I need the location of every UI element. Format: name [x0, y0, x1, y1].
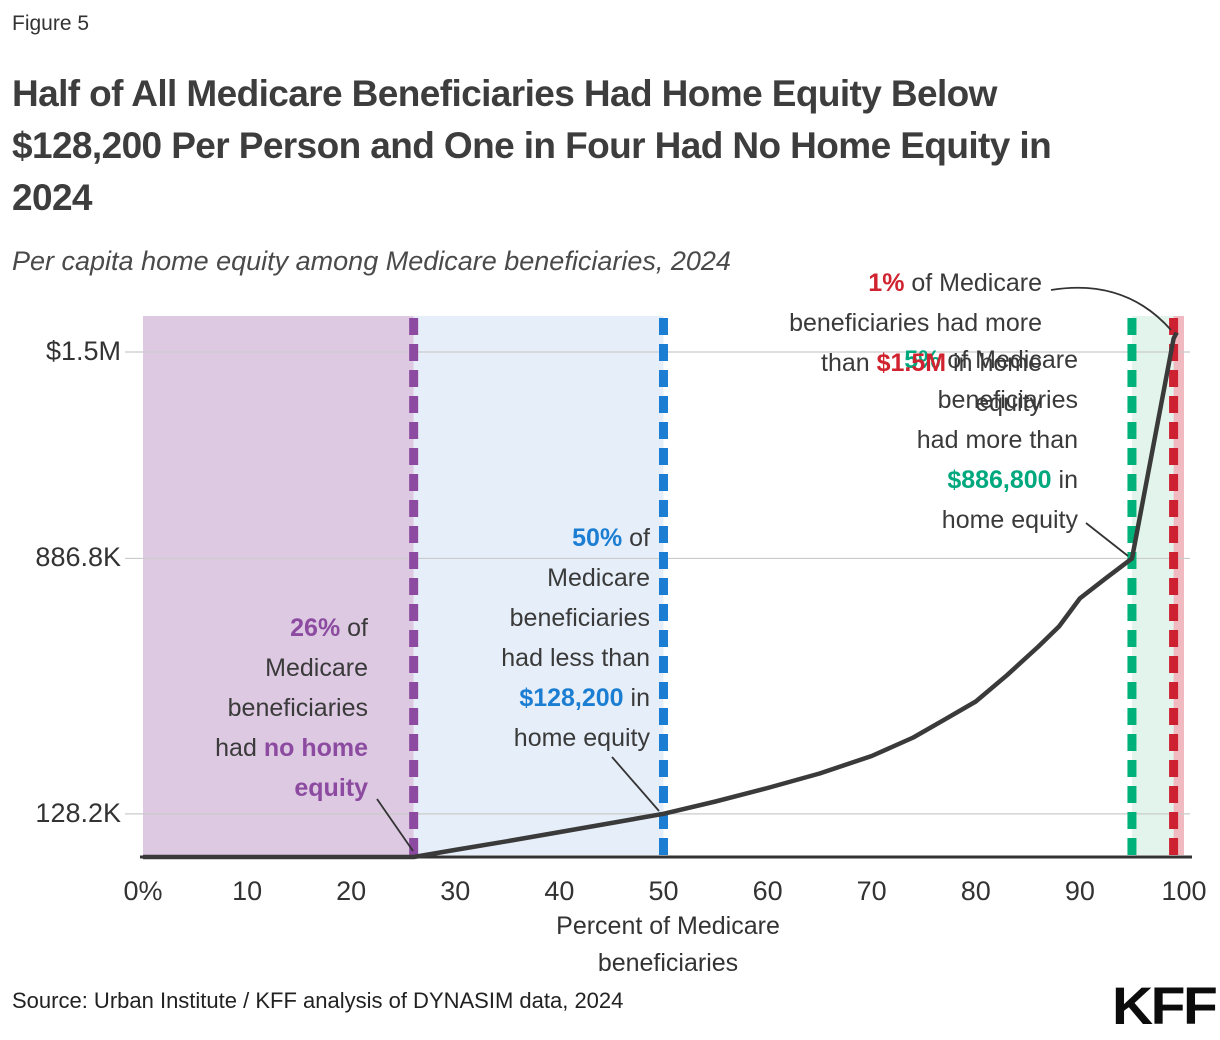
- top-5-percent-callout: [1085, 522, 1129, 557]
- annotation-text: beneficiaries: [509, 604, 650, 632]
- annotation-line: 50% of: [501, 518, 650, 558]
- shaded-region-26-50: [413, 316, 664, 855]
- x-tick-label-50: 50: [648, 876, 679, 906]
- annotation-text: of Medicare: [904, 269, 1042, 297]
- annotation-line: had less than: [501, 638, 650, 678]
- annotation-top-5-percent: 5% of Medicare beneficiaries had more than…: [904, 340, 1078, 540]
- annotation-line: beneficiaries: [215, 688, 368, 728]
- annotation-text: had less than: [501, 644, 650, 672]
- annotation-line: beneficiaries: [501, 598, 650, 638]
- annotation-text: had more than: [916, 426, 1078, 454]
- x-tick-label-90: 90: [1064, 876, 1095, 906]
- annotation-no-home-equity: 26% of Medicare beneficiaries had no home eq…: [215, 608, 368, 808]
- annotation-text: of: [622, 524, 650, 552]
- annotation-line: equity: [215, 768, 368, 808]
- x-tick-label-10: 10: [232, 876, 263, 906]
- x-tick-label-70: 70: [856, 876, 887, 906]
- x-axis-title: Percent of Medicare beneficiaries: [518, 908, 818, 982]
- y-tick-label-128.2K: 128.2K: [35, 797, 121, 828]
- source-note: Source: Urban Institute / KFF analysis o…: [12, 988, 624, 1013]
- below-median-callout: [611, 756, 660, 812]
- text-line: $128,200 Per Person and One in Four Had …: [12, 125, 1052, 166]
- text-line: 2024: [12, 177, 93, 218]
- y-tick-label-$1.5M: $1.5M: [45, 336, 121, 366]
- annotation-accent-text: 1%: [868, 269, 905, 297]
- no-home-equity-callout: [376, 798, 414, 852]
- kff-logo: KFF: [1112, 976, 1218, 1036]
- annotation-line: beneficiaries: [904, 380, 1078, 420]
- text-line: Half of All Medicare Beneficiaries Had H…: [12, 73, 997, 114]
- x-tick-label-30: 30: [440, 876, 471, 906]
- x-tick-label-20: 20: [336, 876, 367, 906]
- annotation-accent-text: 5%: [904, 346, 941, 374]
- chart-title: Half of All Medicare Beneficiaries Had H…: [12, 68, 1202, 224]
- annotation-line: beneficiaries had more: [789, 303, 1042, 343]
- annotation-line: 1% of Medicare: [789, 263, 1042, 303]
- annotation-text: equity: [975, 389, 1042, 417]
- annotation-line: Medicare: [215, 648, 368, 688]
- annotation-line: equity: [789, 383, 1042, 423]
- annotation-line: 5% of Medicare: [904, 340, 1078, 380]
- x-tick-label-80: 80: [960, 876, 991, 906]
- annotation-line: home equity: [501, 718, 650, 758]
- annotation-text: Medicare: [547, 564, 650, 592]
- text-line: Percent of Medicare: [556, 912, 780, 940]
- annotation-top-1-percent: 1% of Medicare beneficiaries had more than…: [789, 263, 1042, 423]
- annotation-line: than $1.5M in home: [789, 343, 1042, 383]
- x-tick-label-0%: 0%: [123, 876, 163, 906]
- x-tick-label-40: 40: [544, 876, 575, 906]
- chart-subtitle: Per capita home equity among Medicare be…: [12, 246, 731, 276]
- annotation-text: Medicare: [265, 654, 368, 682]
- annotation-line: $886,800 in: [904, 460, 1078, 500]
- annotation-line: had no home: [215, 728, 368, 768]
- annotation-accent-text: $1.5M: [876, 349, 947, 377]
- annotation-text: in home: [946, 349, 1042, 377]
- annotation-line: 26% of: [215, 608, 368, 648]
- top-1-percent-callout: [1050, 286, 1172, 331]
- shaded-region-99-100: [1173, 316, 1184, 855]
- annotation-text: in: [623, 684, 650, 712]
- annotation-text: of Medicare: [940, 346, 1078, 374]
- text-line: beneficiaries: [597, 949, 739, 977]
- annotation-text: beneficiaries: [937, 386, 1078, 414]
- figure-label: Figure 5: [12, 12, 90, 35]
- annotation-text: beneficiaries had more: [789, 309, 1042, 337]
- shaded-region-0-26: [143, 316, 414, 855]
- annotation-text: home equity: [941, 506, 1078, 534]
- annotation-text: of: [340, 614, 368, 642]
- annotation-text: than: [821, 349, 877, 377]
- x-tick-label-100: 100: [1161, 876, 1207, 906]
- y-tick-label-886.8K: 886.8K: [35, 542, 121, 573]
- annotation-text: had: [215, 734, 264, 762]
- annotation-text: in: [1051, 466, 1078, 494]
- annotation-accent-text: $886,800: [947, 466, 1052, 494]
- home-equity-curve: [143, 331, 1179, 860]
- annotation-text: beneficiaries: [227, 694, 368, 722]
- annotation-text: home equity: [513, 724, 650, 752]
- shaded-region-95-99: [1131, 316, 1174, 855]
- annotation-line: had more than: [904, 420, 1078, 460]
- annotation-accent-text: 50%: [572, 524, 623, 552]
- annotation-line: home equity: [904, 500, 1078, 540]
- annotation-line: $128,200 in: [501, 678, 650, 718]
- annotation-accent-text: no home: [263, 734, 368, 762]
- annotation-accent-text: $128,200: [519, 684, 624, 712]
- x-tick-label-60: 60: [752, 876, 783, 906]
- annotation-line: Medicare: [501, 558, 650, 598]
- annotation-accent-text: equity: [294, 774, 368, 802]
- annotation-accent-text: 26%: [290, 614, 341, 642]
- annotation-below-median: 50% of Medicare beneficiaries had less than…: [501, 518, 650, 758]
